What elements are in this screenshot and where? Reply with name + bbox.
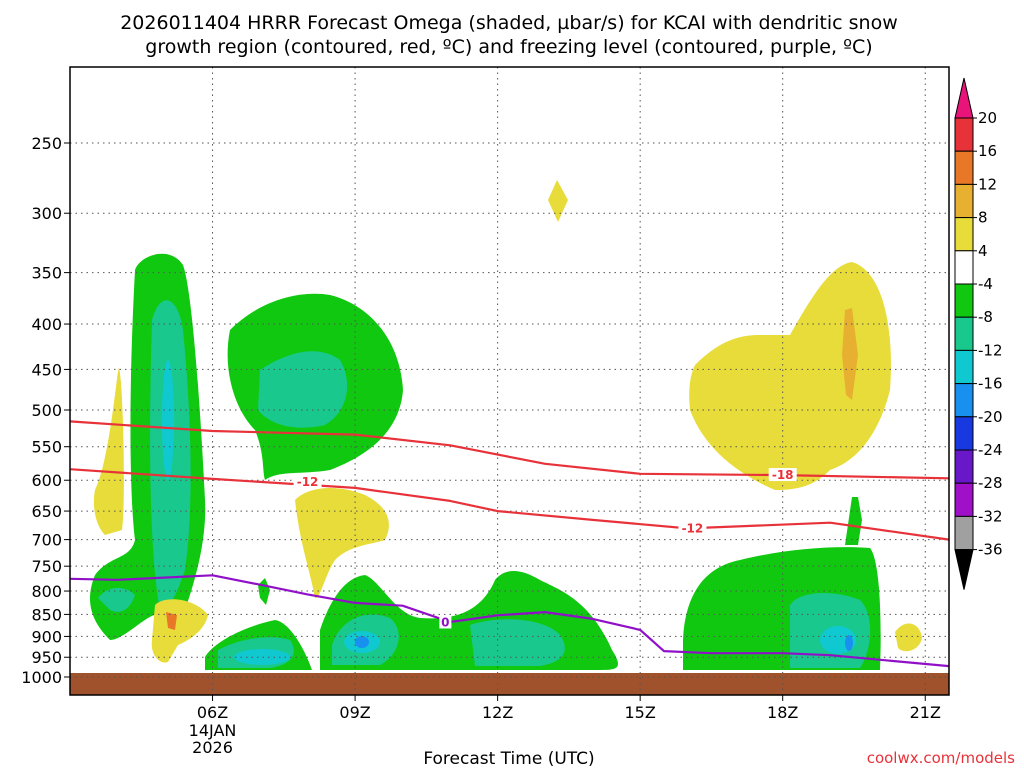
y-tick-label-350: 350: [31, 264, 62, 283]
colorbar-swatch-2: [954, 183, 974, 219]
omega-ascent-lower-right: [895, 623, 922, 652]
x-tick-label-09Z: 09Z: [339, 703, 370, 722]
colorbar-swatch-1: [954, 150, 974, 185]
x-tick-label-06Z: 06Z: [197, 703, 228, 722]
colorbar-label-8: -16: [978, 375, 1003, 393]
omega-ascent-right-core: [842, 308, 858, 400]
colorbar-top-arrow: [954, 77, 974, 119]
omega-core-0900z: [258, 351, 348, 428]
ground-layer: [70, 673, 949, 695]
y-tick-label-300: 300: [31, 204, 62, 223]
colorbar-label-7: -12: [978, 341, 1003, 359]
omega-ascent-0900z: [295, 488, 389, 599]
colorbar-label-2: 12: [978, 175, 997, 193]
omega-min-tower-core: [162, 360, 174, 480]
omega-region-right-spike: [845, 497, 862, 545]
colorbar-swatch-7: [954, 349, 974, 385]
contour-label-3: 0: [441, 615, 449, 629]
contour-label-bg-2: [678, 521, 707, 535]
colorbar-label-9: -20: [978, 408, 1003, 426]
colorbar-label-3: 8: [978, 209, 988, 227]
omega-min-lower-mid-core: [355, 636, 369, 648]
colorbar-label-0: 20: [978, 109, 997, 127]
contour-label-1: -18: [772, 468, 794, 482]
omega-min-lower-left: [234, 649, 290, 665]
colorbar-swatch-11: [954, 482, 974, 517]
colorbar-swatch-0: [954, 117, 974, 152]
colorbar-swatch-12: [954, 515, 974, 551]
colorbar-swatch-10: [954, 449, 974, 484]
colorbar-swatch-8: [954, 383, 974, 418]
colorbar-swatch-9: [954, 416, 974, 451]
y-tick-label-800: 800: [31, 582, 62, 601]
freezing-level-line: [69, 574, 950, 668]
omega-ascent-1400z: [548, 180, 568, 222]
contour-label-0: -12: [297, 475, 319, 489]
y-tick-label-650: 650: [31, 502, 62, 521]
plot-frame: [69, 66, 950, 696]
y-tick-label-400: 400: [31, 315, 62, 334]
y-tick-label-450: 450: [31, 360, 62, 379]
colorbar-label-12: -32: [978, 507, 1003, 525]
omega-ascent-far-left: [93, 368, 124, 535]
y-tick-label-900: 900: [31, 627, 62, 646]
isotherm-minus18-line: [69, 420, 950, 480]
omega-min-right-core: [845, 635, 853, 651]
colorbar-label-13: -36: [978, 541, 1003, 559]
contour-label-bg-0: [293, 475, 322, 489]
y-tick-label-600: 600: [31, 471, 62, 490]
colorbar-label-6: -8: [978, 308, 993, 326]
colorbar-label-4: 4: [978, 242, 988, 260]
contour-label-2: -12: [682, 521, 704, 535]
x-axis-label: Forecast Time (UTC): [423, 749, 594, 768]
colorbar-label-10: -24: [978, 441, 1003, 459]
y-tick-label-950: 950: [31, 648, 62, 667]
colorbar-swatch-3: [954, 217, 974, 252]
chart-title-line-1: 2026011404 HRRR Forecast Omega (shaded, …: [120, 12, 898, 34]
credit-text: coolwx.com/models: [867, 749, 1015, 767]
colorbar-swatch-6: [954, 316, 974, 351]
y-tick-label-700: 700: [31, 531, 62, 550]
y-axis: 250 300 350 400 450 500 550 600 650 700 750 800 850 9…: [21, 134, 70, 687]
omega-ascent-right: [689, 262, 891, 490]
y-tick-label-1000: 1000: [21, 668, 62, 687]
omega-core-left-base: [98, 587, 135, 612]
colorbar-label-11: -28: [978, 474, 1003, 492]
omega-core-lower-mid: [332, 614, 565, 666]
isotherm-minus12-line: [69, 468, 950, 541]
contour-label-bg-3: [439, 615, 452, 629]
colorbar-swatch-4: [954, 250, 974, 285]
y-tick-label-250: 250: [31, 134, 62, 153]
x-tick-date-06Z: 14JAN: [189, 721, 237, 740]
x-tick-label-21Z: 21Z: [910, 703, 941, 722]
colorbar-bottom-arrow: [954, 549, 974, 590]
colorbar-label-1: 16: [978, 142, 997, 160]
grid-lines: [70, 67, 949, 695]
omega-ascent-lower-left-core: [166, 612, 177, 630]
x-tick-label-18Z: 18Z: [767, 703, 798, 722]
y-tick-label-550: 550: [31, 438, 62, 457]
x-tick-year-06Z: 2026: [192, 738, 233, 757]
x-tick-label-12Z: 12Z: [482, 703, 513, 722]
contour-lines: -12 -18 -12 0: [69, 420, 950, 668]
colorbar-label-5: -4: [978, 275, 993, 293]
contour-label-bg-1: [768, 468, 797, 482]
y-tick-label-750: 750: [31, 557, 62, 576]
colorbar: 20 16 12 8 4 -4 -8 -12 -16 -20 -24 -28 -32 -36: [954, 77, 1003, 590]
colorbar-swatch-5: [954, 283, 974, 318]
y-tick-label-850: 850: [31, 605, 62, 624]
omega-ascent-lower-left: [151, 599, 208, 663]
chart-title-line-2: growth region (contoured, red, ºC) and f…: [145, 36, 872, 58]
y-tick-label-500: 500: [31, 401, 62, 420]
x-tick-label-15Z: 15Z: [624, 703, 655, 722]
